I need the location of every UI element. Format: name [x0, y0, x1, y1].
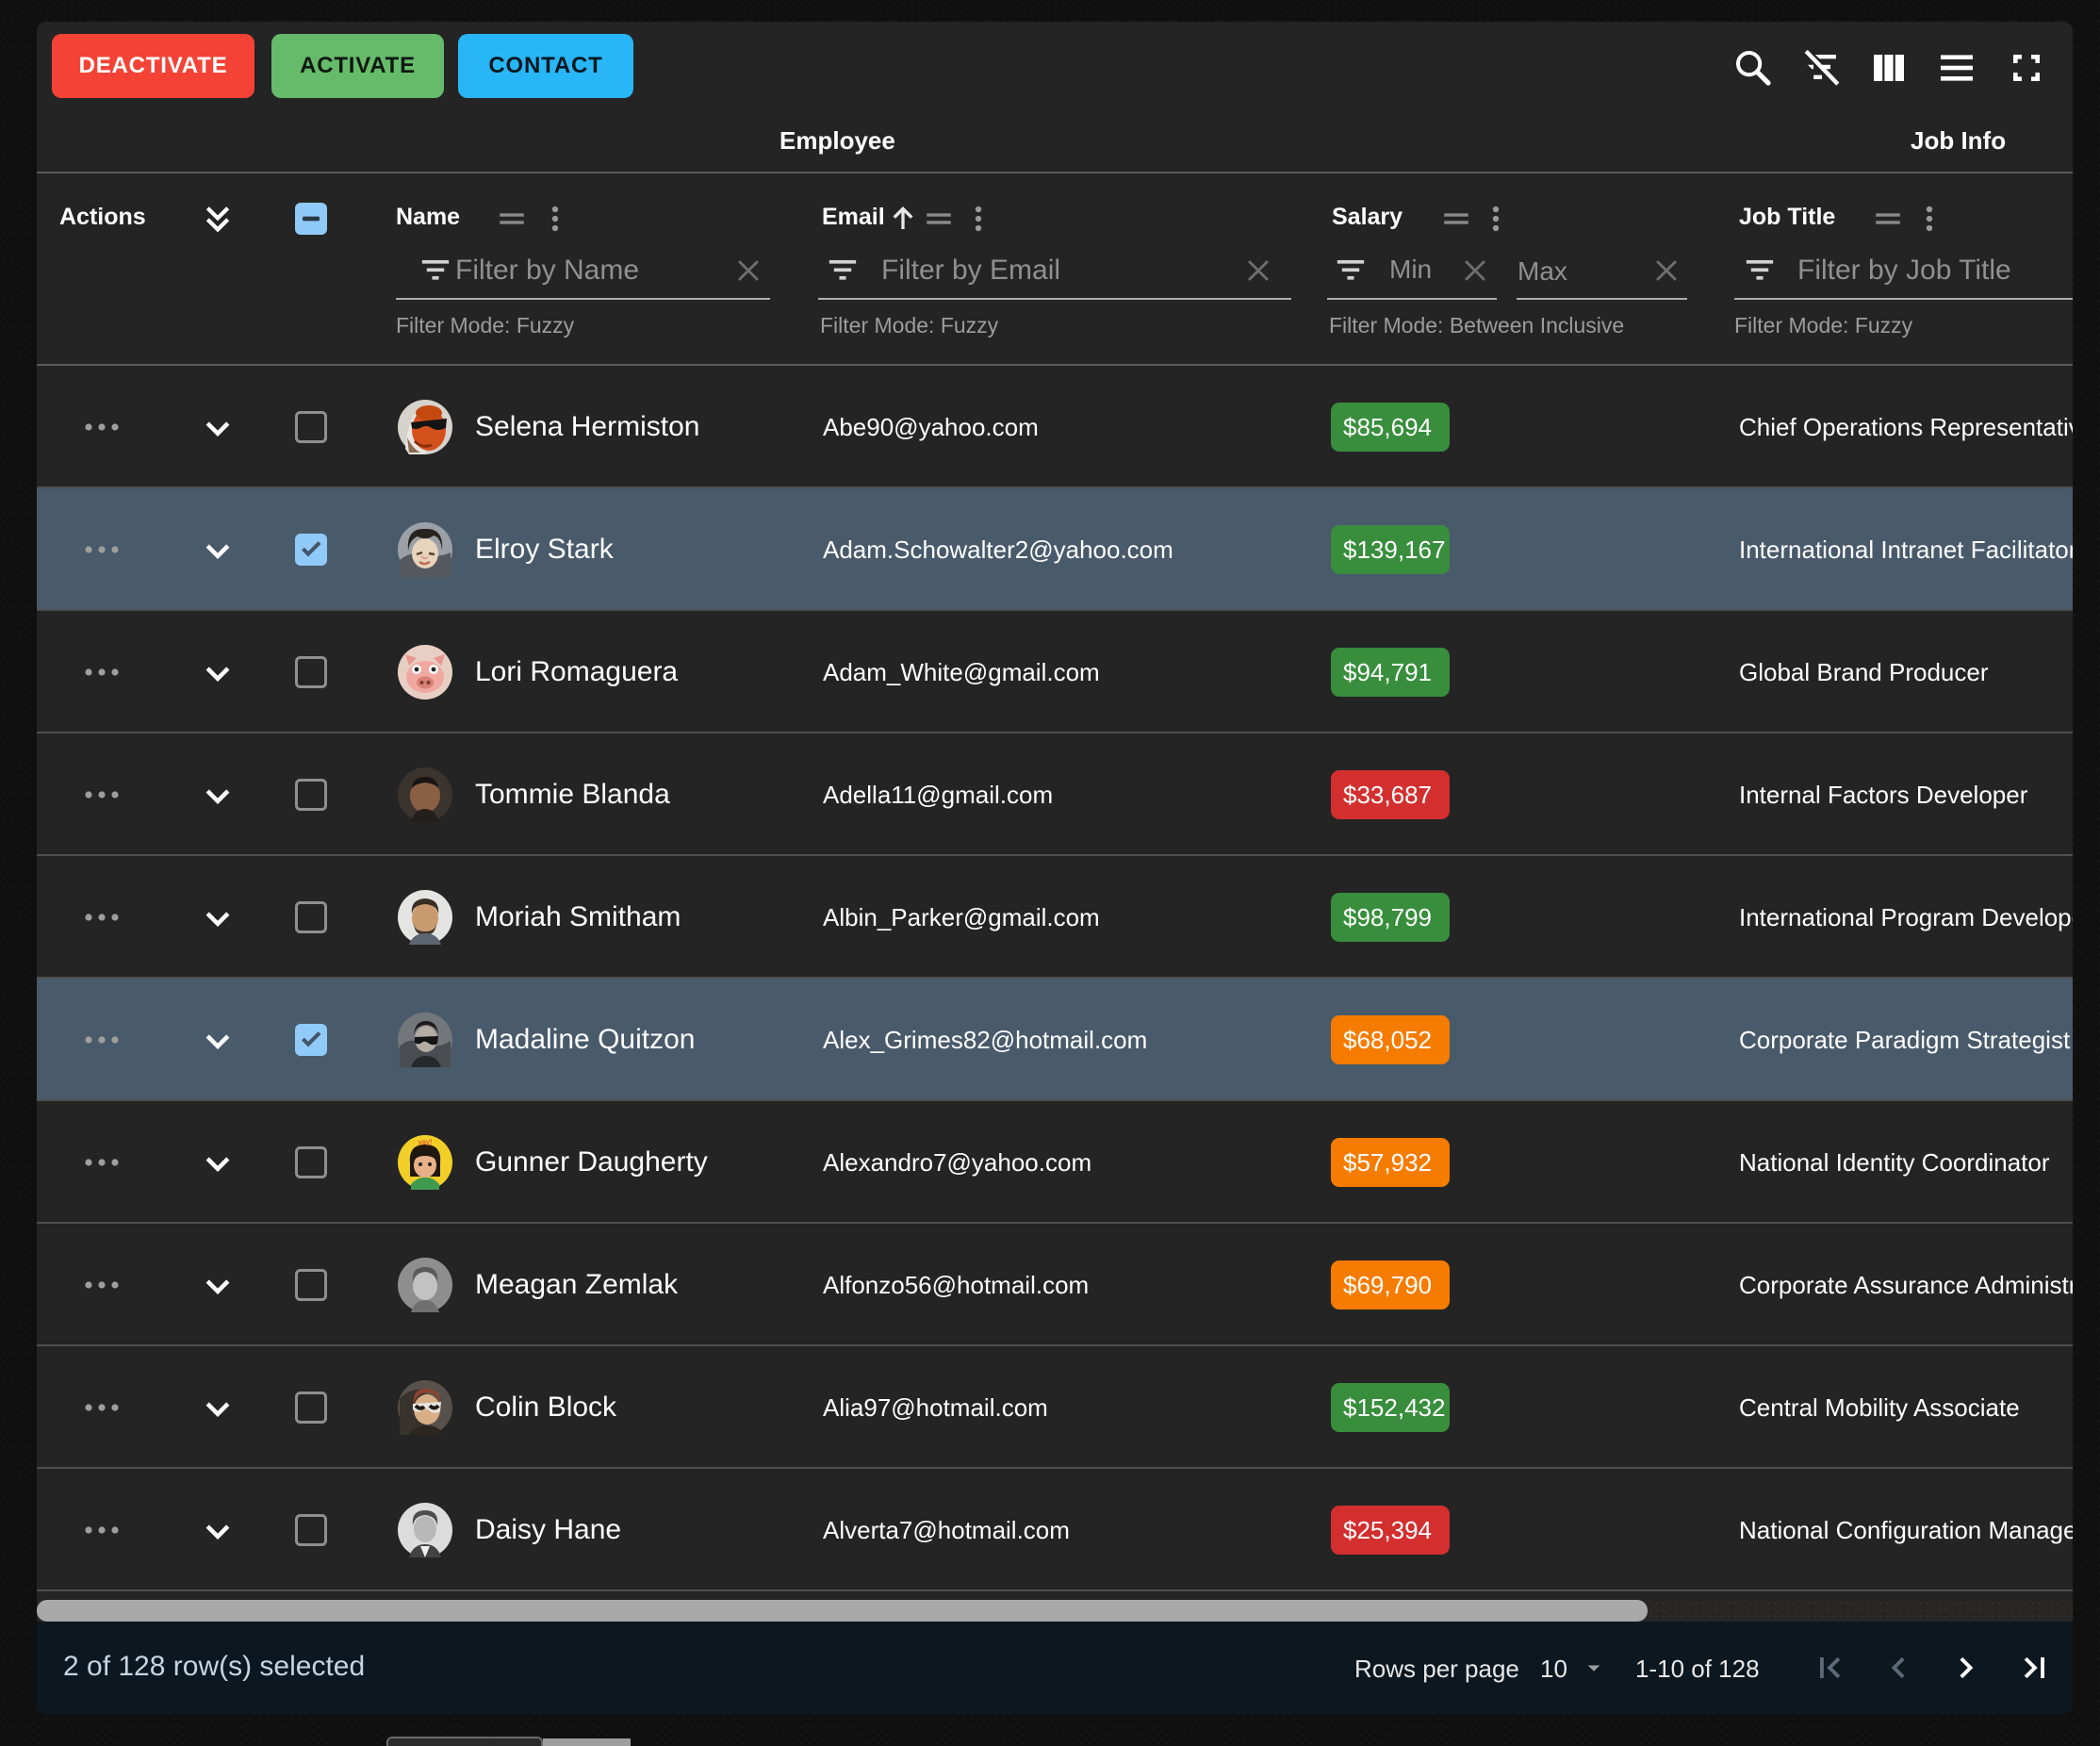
svg-text:yay!: yay! — [418, 1138, 433, 1146]
